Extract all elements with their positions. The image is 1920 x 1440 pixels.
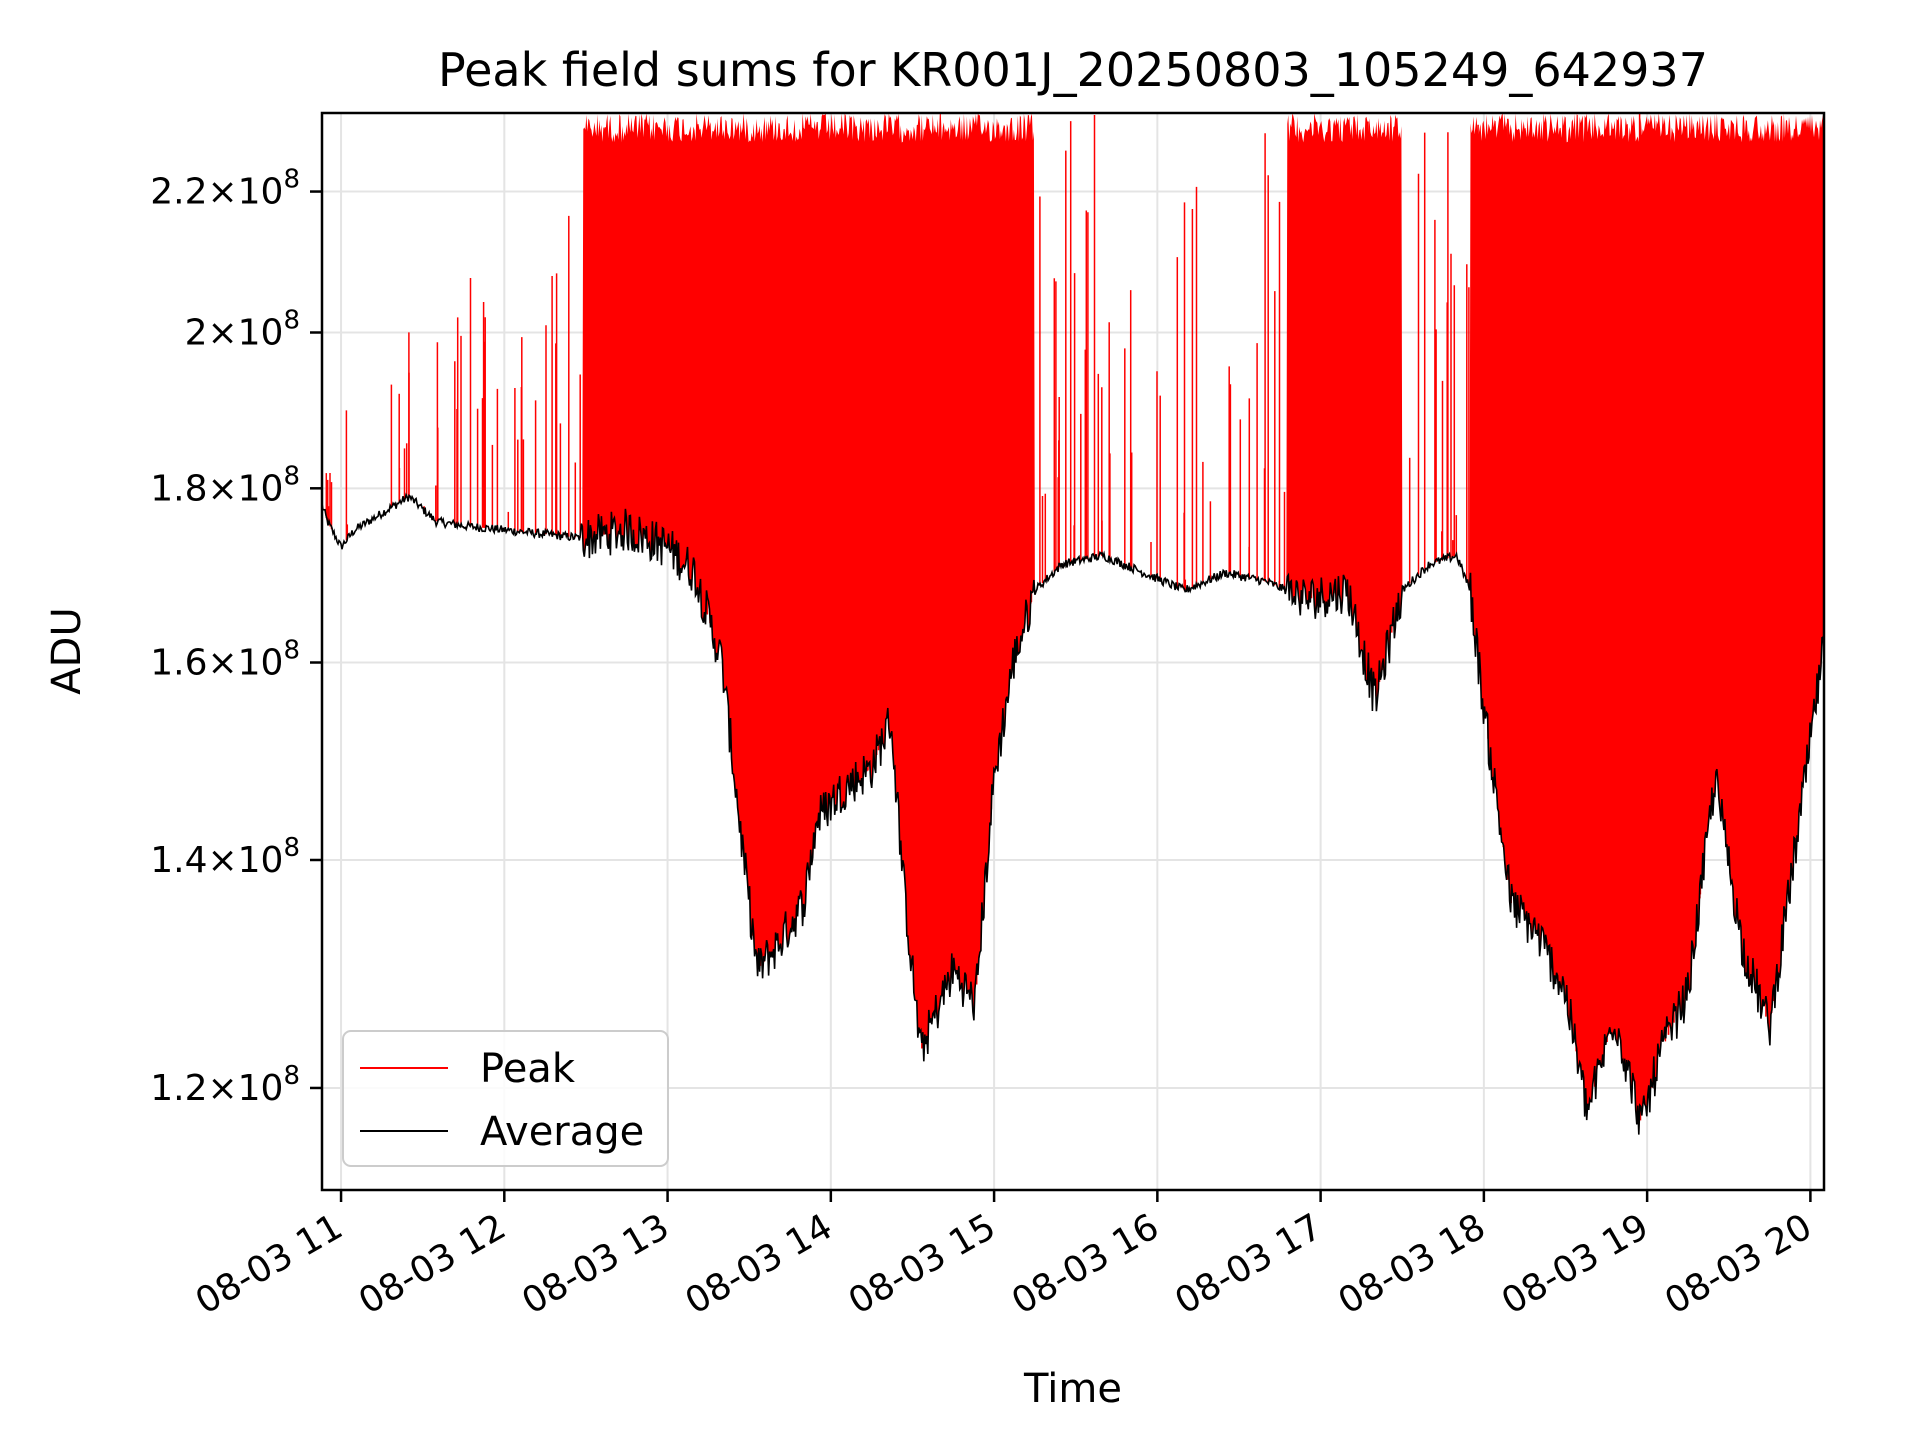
plot-frame (320, 111, 1826, 1192)
y-axis: 1.2×108 1.4×108 1.6×108 1.8×108 2×108 2.2×108 (150, 165, 322, 1109)
chart-title: Peak field sums for KR001J_20250803_1052… (438, 43, 1708, 97)
average-series (322, 492, 1824, 1135)
peak-series (322, 113, 1824, 1135)
y-tick-label: 2×108 (185, 306, 300, 354)
legend-box (342, 1030, 669, 1167)
y-axis-label: ADU (44, 607, 90, 694)
plot-area (322, 113, 1824, 1135)
average-line-path (322, 492, 1824, 1135)
y-tick-label: 1.4×108 (150, 833, 300, 881)
y-tick-label: 2.2×108 (150, 165, 300, 213)
y-tick-label: 1.6×108 (150, 636, 300, 684)
legend: Peak Average (342, 1030, 669, 1167)
y-tick-label: 1.2×108 (150, 1061, 300, 1109)
x-axis-label: Time (1023, 1366, 1122, 1412)
peak-fill (322, 113, 1824, 1135)
legend-label-peak: Peak (480, 1046, 576, 1092)
legend-label-average: Average (480, 1109, 644, 1155)
y-tick-label: 1.8×108 (150, 461, 300, 509)
